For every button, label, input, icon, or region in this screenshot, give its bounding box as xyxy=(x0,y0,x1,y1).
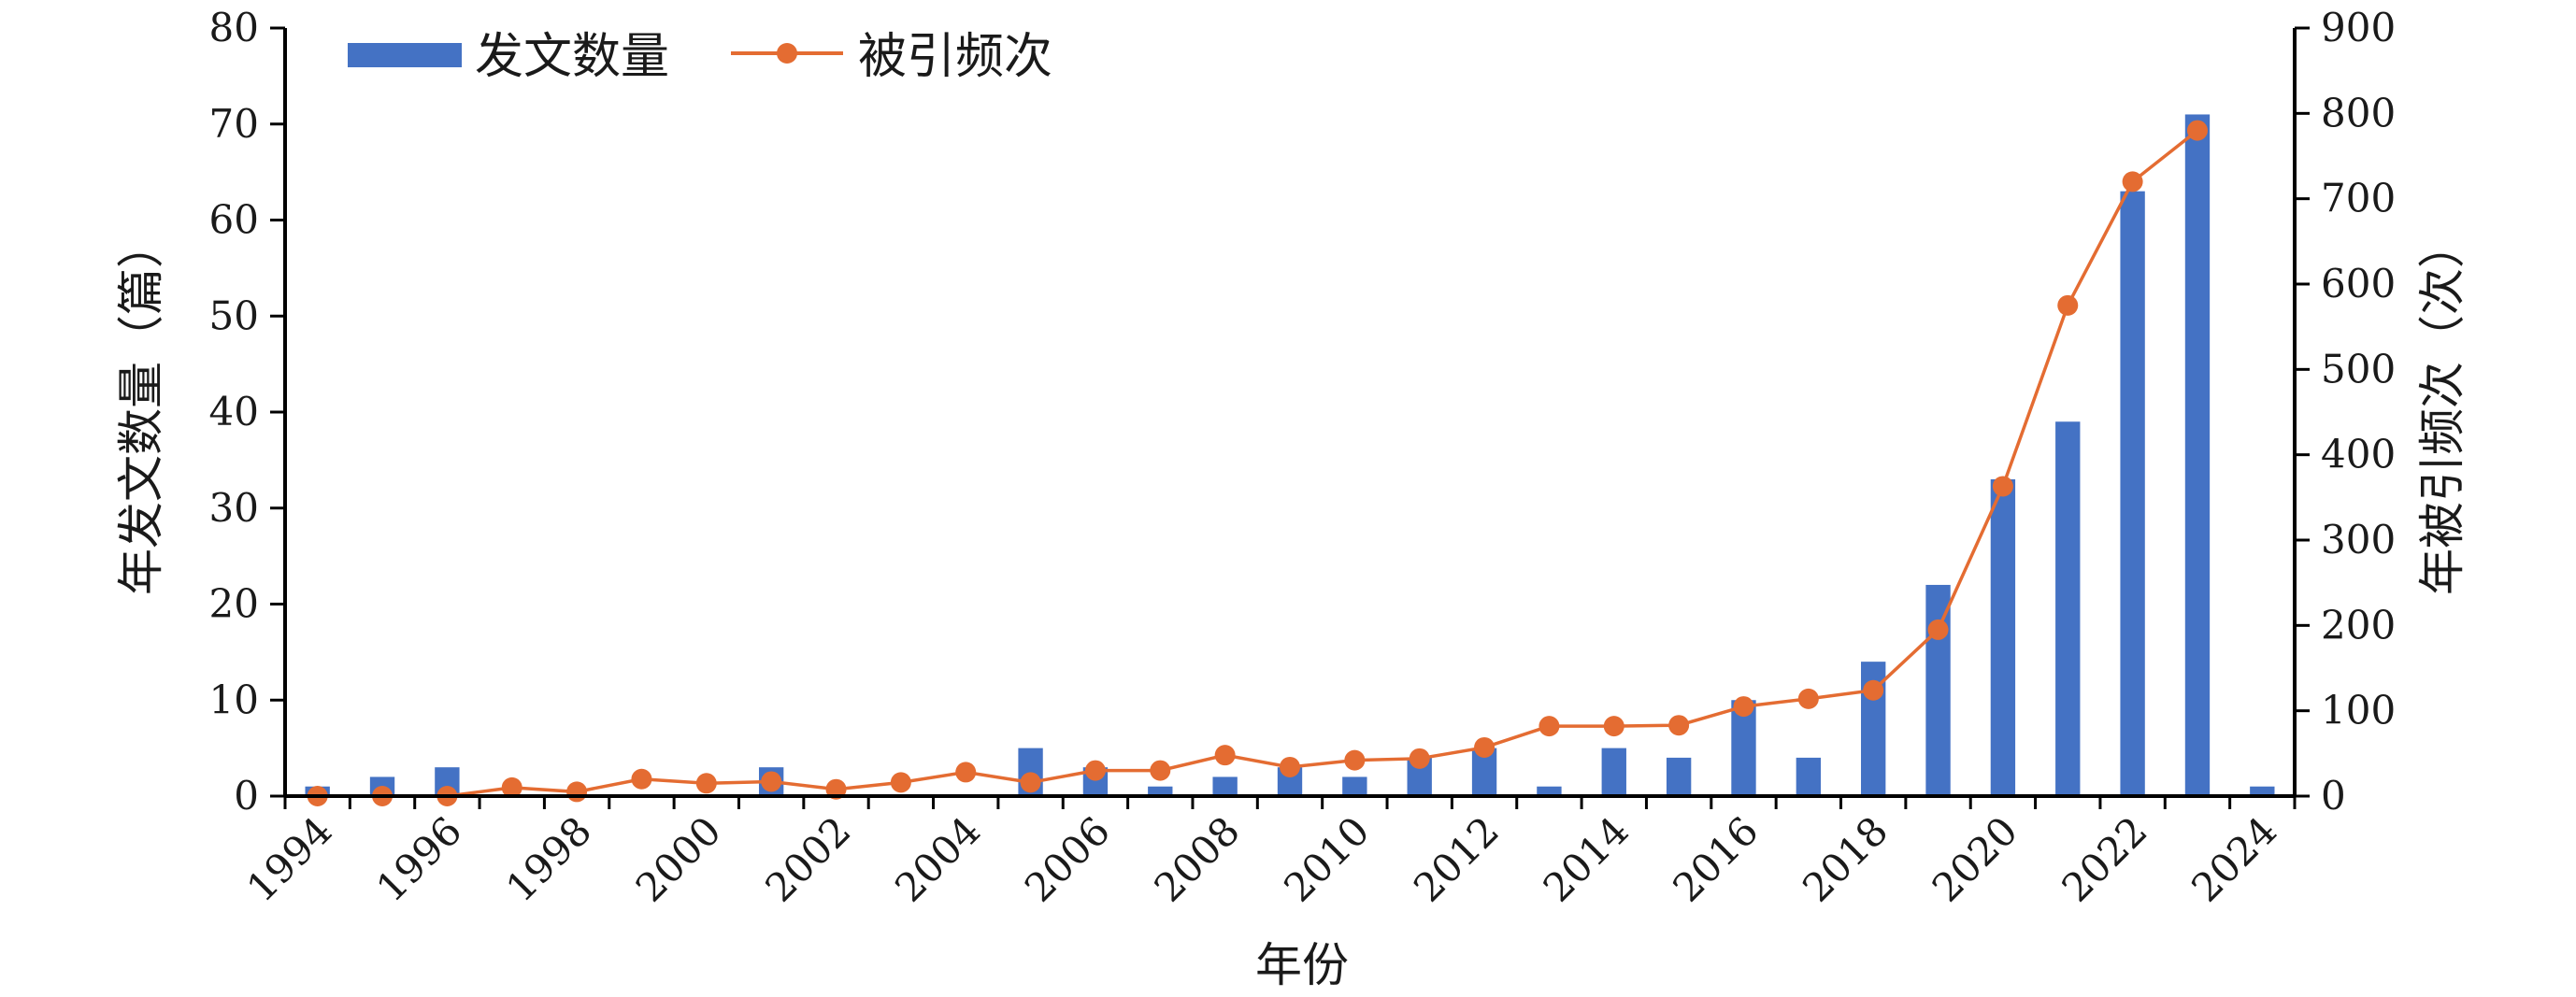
bar-2008 xyxy=(1212,776,1238,796)
x-tick-label: 2008 xyxy=(1145,807,1248,910)
bar-2023 xyxy=(2184,114,2211,797)
bar-2010 xyxy=(1342,776,1367,796)
line-series xyxy=(307,120,2208,806)
bar-2015 xyxy=(1666,757,1692,796)
x-tick-label: 2010 xyxy=(1275,807,1378,910)
y-right-tick-label: 0 xyxy=(2321,773,2346,819)
y-right-tick-label: 100 xyxy=(2321,688,2396,734)
point-2012 xyxy=(1474,736,1496,758)
y-right-tick-label: 400 xyxy=(2321,432,2396,477)
point-2005 xyxy=(1020,772,1041,793)
y-axis-left-title: 年发文数量（篇） xyxy=(114,221,168,595)
bar-2020 xyxy=(1990,478,2016,796)
y-right-tick-label: 500 xyxy=(2321,346,2396,392)
x-tick-label: 2022 xyxy=(2053,807,2155,910)
point-2006 xyxy=(1084,760,1106,781)
point-2022 xyxy=(2122,171,2143,192)
y-left-tick-label: 0 xyxy=(234,773,259,819)
x-tick-label: 1994 xyxy=(238,807,341,910)
x-tick-label: 2006 xyxy=(1016,807,1119,910)
y-left-tick-label: 40 xyxy=(209,389,259,434)
legend-line-marker xyxy=(777,43,797,64)
y-left-tick-label: 10 xyxy=(209,677,259,722)
legend-bar-label: 发文数量 xyxy=(475,29,669,85)
point-2001 xyxy=(761,771,782,792)
point-2017 xyxy=(1797,688,1819,709)
point-2011 xyxy=(1409,748,1430,769)
x-tick-label: 2012 xyxy=(1405,807,1508,910)
legend: 发文数量 被引频次 xyxy=(348,29,1052,85)
point-1998 xyxy=(566,781,588,803)
point-2020 xyxy=(1992,476,2013,497)
point-2021 xyxy=(2057,294,2079,316)
y-axis-right-title: 年被引频次（次） xyxy=(2415,221,2469,595)
bar-2019 xyxy=(1925,584,1951,796)
point-2008 xyxy=(1214,745,1236,766)
x-tick-label: 2018 xyxy=(1794,807,1896,910)
y-right-tick-label: 600 xyxy=(2321,261,2396,306)
x-tick-label: 2020 xyxy=(1924,807,2026,910)
point-2004 xyxy=(955,762,977,783)
bar-2007 xyxy=(1148,786,1173,796)
x-tick-label: 2002 xyxy=(756,807,859,910)
point-2000 xyxy=(695,773,717,794)
bar-2024 xyxy=(2250,786,2275,796)
bar-2022 xyxy=(2120,191,2145,797)
point-2009 xyxy=(1280,756,1300,777)
point-2014 xyxy=(1603,716,1624,737)
legend-line-label: 被引频次 xyxy=(858,29,1052,85)
y-right-tick-label: 800 xyxy=(2321,90,2396,135)
x-tick-label: 2000 xyxy=(627,807,730,910)
point-1999 xyxy=(631,768,652,790)
y-left-tick-label: 70 xyxy=(209,101,259,147)
x-axis-title: 年份 xyxy=(1255,938,1349,992)
bar-2021 xyxy=(2055,421,2081,796)
y-right-tick-label: 900 xyxy=(2321,5,2396,50)
y-left-tick-label: 80 xyxy=(209,5,259,50)
point-2016 xyxy=(1733,696,1754,718)
legend-bar-swatch xyxy=(348,43,462,67)
x-tick-label: 1996 xyxy=(367,807,470,910)
point-2007 xyxy=(1150,760,1171,781)
point-2003 xyxy=(890,772,911,793)
y-left-tick-label: 20 xyxy=(209,581,259,627)
x-tick-label: 1998 xyxy=(497,807,600,910)
point-2015 xyxy=(1668,715,1690,736)
y-right-tick-label: 200 xyxy=(2321,602,2396,648)
x-tick-label: 2004 xyxy=(886,807,989,910)
y-left-tick-label: 30 xyxy=(209,485,259,531)
y-right-tick-label: 700 xyxy=(2321,176,2396,221)
bar-2014 xyxy=(1601,748,1626,796)
x-tick-label: 2014 xyxy=(1535,807,1638,910)
y-left-tick-label: 60 xyxy=(209,197,259,243)
x-tick-label: 2016 xyxy=(1664,807,1767,910)
point-2018 xyxy=(1863,679,1884,701)
point-1997 xyxy=(501,776,522,798)
bar-2017 xyxy=(1796,757,1822,796)
bar-2013 xyxy=(1537,786,1562,796)
point-2019 xyxy=(1927,619,1949,640)
point-2010 xyxy=(1344,749,1366,771)
citation-line xyxy=(317,129,2199,798)
y-right-tick-label: 300 xyxy=(2321,517,2396,563)
bar-series xyxy=(305,114,2275,797)
point-2023 xyxy=(2186,120,2208,141)
y-left-tick-label: 50 xyxy=(209,292,259,338)
x-tick-label: 2024 xyxy=(2182,807,2285,910)
point-2013 xyxy=(1538,716,1560,737)
